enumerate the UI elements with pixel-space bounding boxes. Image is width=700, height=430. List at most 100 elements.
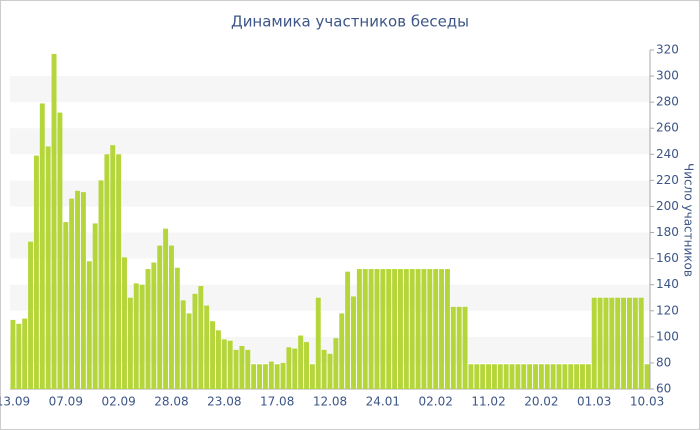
x-tick-label: 10.03 [630,395,664,409]
bar [98,180,104,389]
bar [568,364,574,389]
bar [45,146,51,389]
bar [28,241,34,389]
y-tick-label: 100 [656,329,679,343]
bar [521,364,527,389]
bar [439,269,445,389]
bar [122,257,127,389]
bar [386,269,392,389]
bar [415,269,421,389]
x-tick-label: 28.08 [154,395,188,409]
bar [280,362,286,389]
bar [309,364,315,389]
bar [574,364,580,389]
bar [538,364,544,389]
bar [580,364,585,389]
bar [286,347,292,389]
bar [33,155,39,389]
y-tick-label: 140 [656,277,679,291]
bar [621,297,627,389]
bar [362,269,368,389]
x-tick-label: 01.03 [577,395,611,409]
bar [503,364,509,389]
bar [345,271,351,389]
bar [497,364,503,389]
bar [80,192,86,389]
bar [145,269,151,389]
bar [339,313,345,389]
bar [257,364,263,389]
bar [603,297,609,389]
bar [75,190,80,389]
bar [245,349,251,389]
x-tick-label: 20.02 [524,395,558,409]
grid-band [10,128,650,155]
bar [63,222,69,389]
bar [116,154,122,389]
bar [210,321,216,389]
bar [327,353,333,389]
bar [638,297,644,389]
y-tick-label: 240 [656,147,679,161]
bar [180,300,186,389]
bar [368,269,374,389]
bar [562,364,568,389]
bar [57,112,63,389]
bar [462,306,468,389]
chart-title: Динамика участников беседы [231,13,469,31]
bar [16,323,22,389]
bar [556,364,562,389]
bar [591,297,597,389]
bar [133,283,139,389]
bar [597,297,603,389]
bar [92,223,98,389]
y-tick-label: 320 [656,43,679,57]
y-tick-label: 60 [656,382,671,396]
bar [321,349,327,389]
bar [139,284,145,389]
bar [450,306,456,389]
bar [239,345,245,389]
y-tick-label: 220 [656,173,679,187]
x-tick-label: 23.08 [207,395,241,409]
bar [486,364,491,389]
bar [274,364,280,389]
bar [427,269,433,389]
bar [421,269,427,389]
x-tick-label: 02.02 [419,395,453,409]
y-tick-label: 80 [656,355,671,369]
bar [433,269,439,389]
bar [644,364,650,389]
bar [110,145,116,389]
bar [69,198,75,389]
bar [356,269,362,389]
x-tick-label: 24.01 [366,395,400,409]
bar [86,261,92,389]
bar [533,364,538,389]
bar [10,319,16,389]
bar [632,297,638,389]
grid-band [10,76,650,103]
bar [192,293,198,389]
bar [157,245,163,389]
bar [550,364,556,389]
x-tick-label: 07.09 [49,395,83,409]
bar [186,313,192,389]
bar [403,269,409,389]
bar [151,262,157,389]
y-tick-label: 160 [656,251,679,265]
bar [262,364,268,389]
bar [491,364,497,389]
y-axis-label: Число участников [682,163,696,277]
bar [444,269,450,389]
bar [315,297,321,389]
y-tick-label: 120 [656,303,679,317]
x-tick-label: 11.02 [471,395,505,409]
bar [509,364,515,389]
y-tick-label: 300 [656,69,679,83]
y-tick-label: 180 [656,225,679,239]
bar [163,228,169,389]
bar [51,53,57,390]
bar [221,339,227,389]
